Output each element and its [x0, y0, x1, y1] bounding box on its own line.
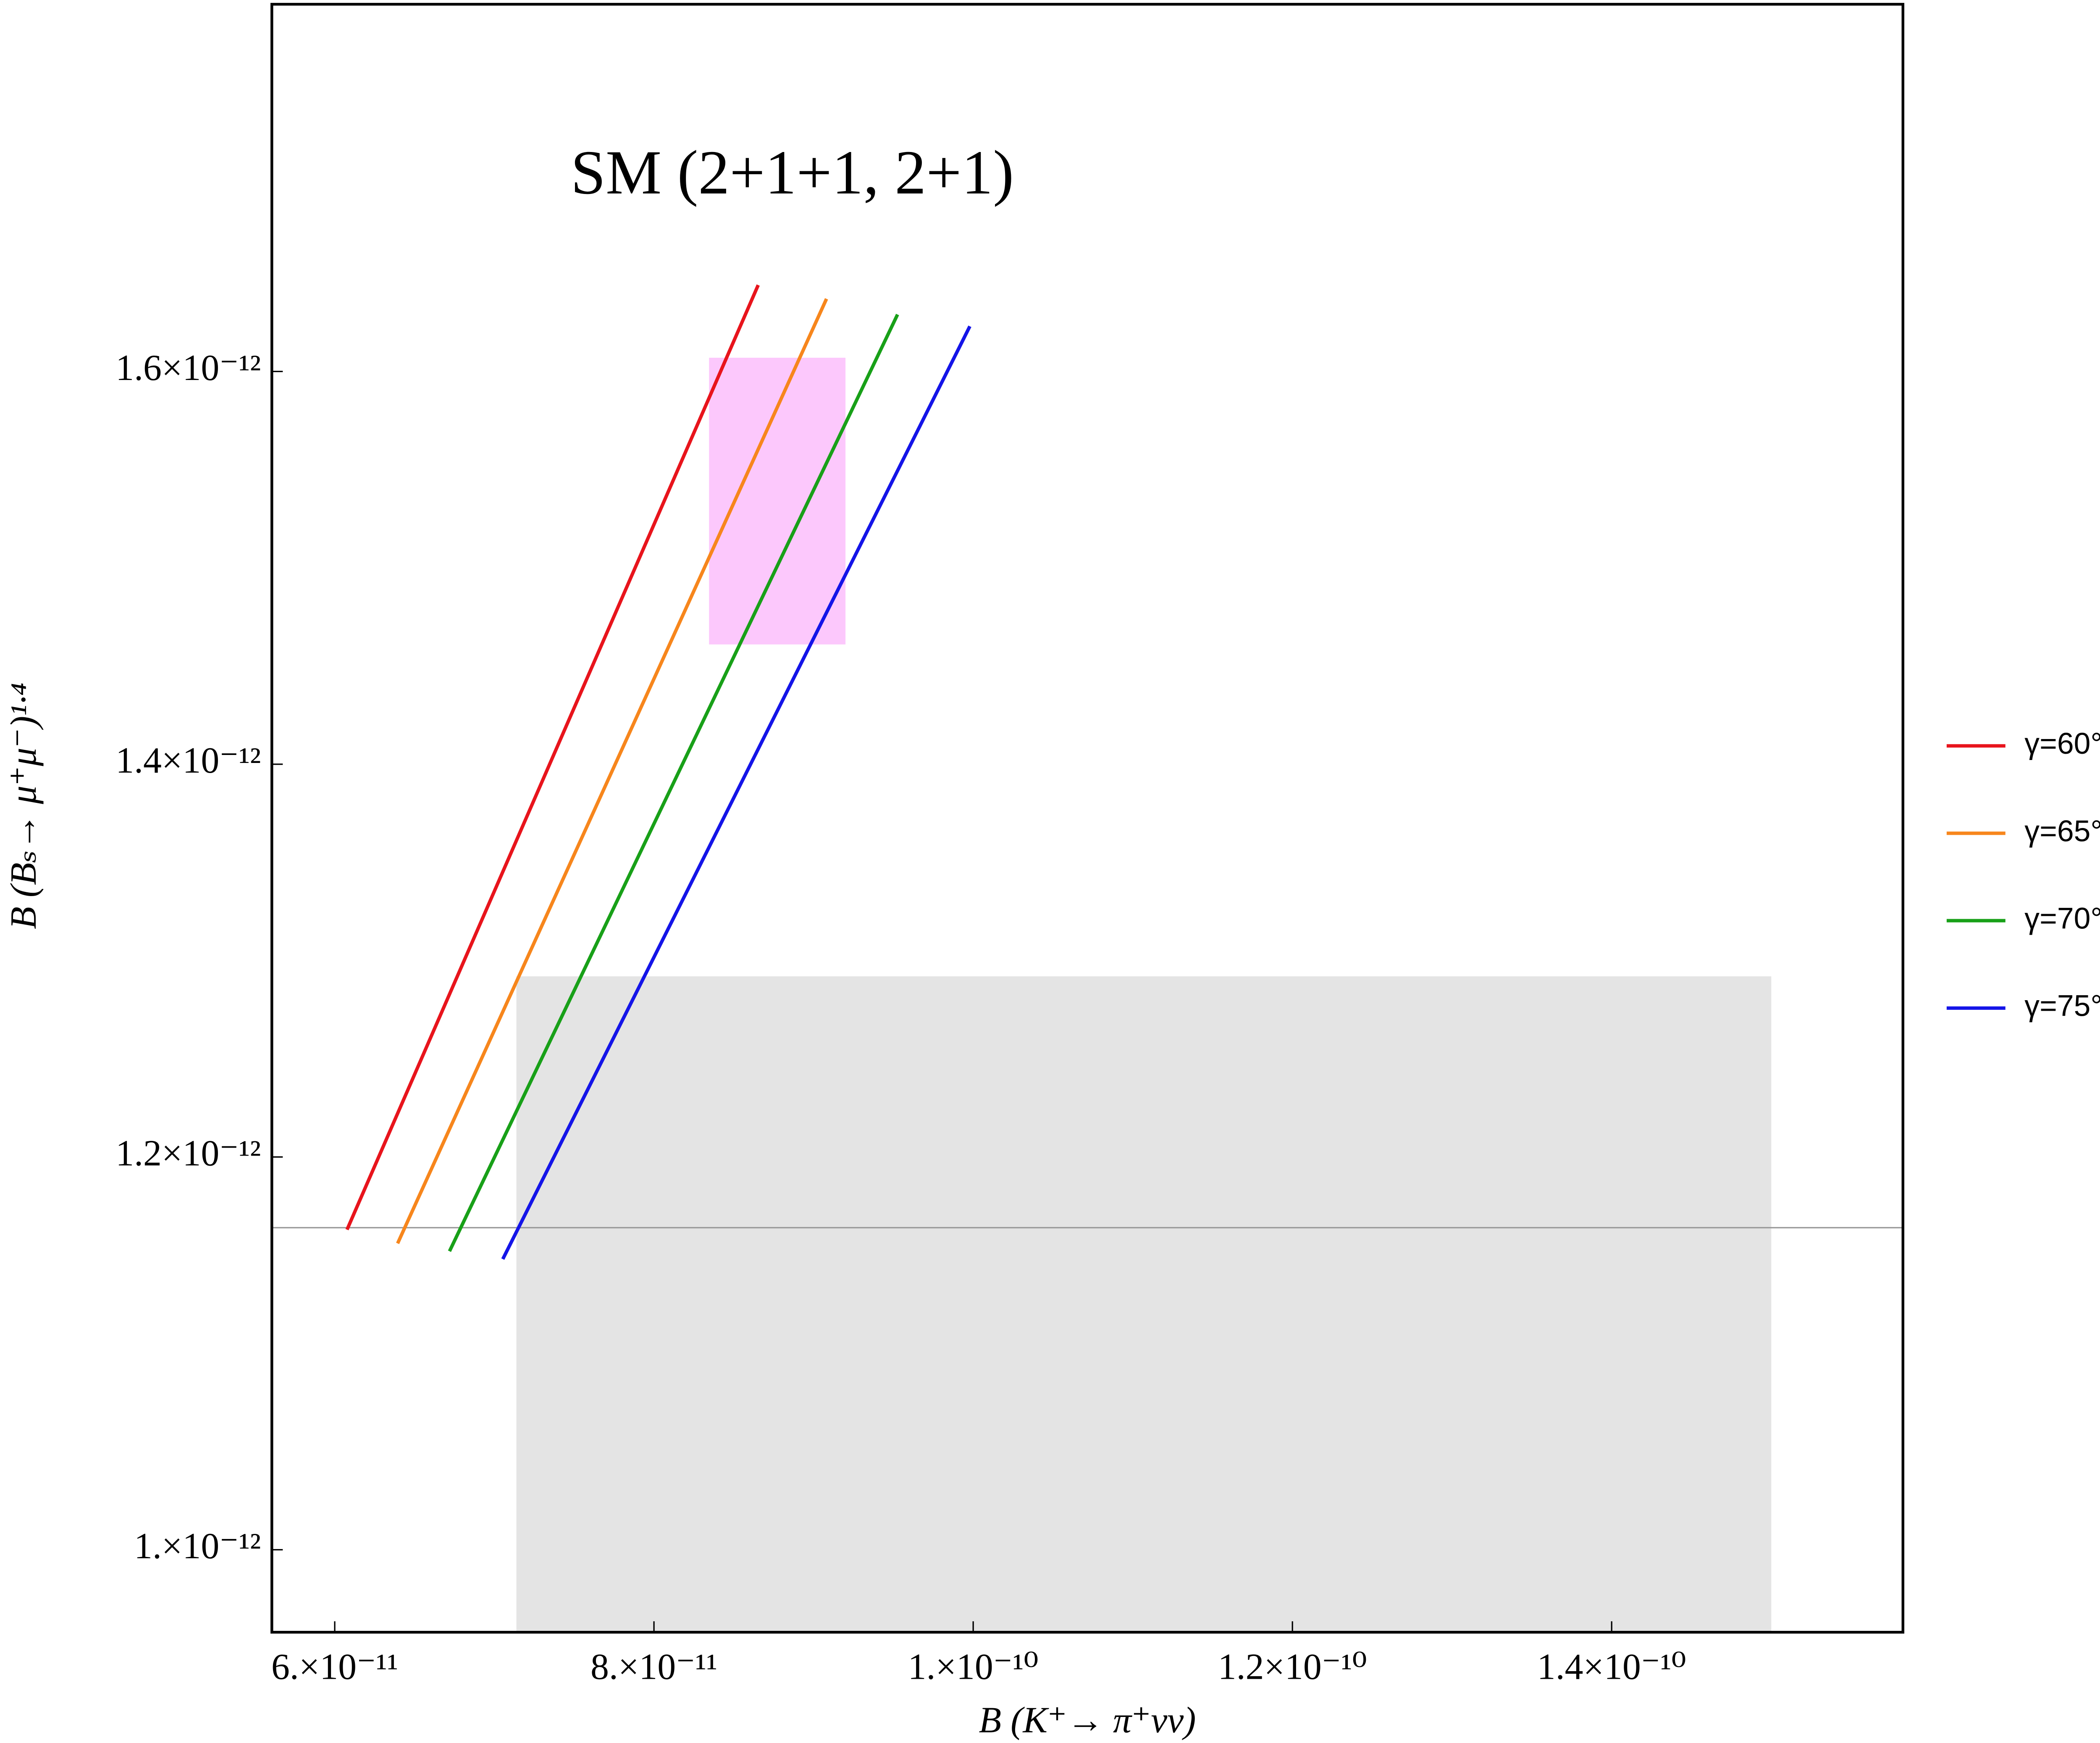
- legend-label: γ=65°: [2024, 814, 2100, 848]
- plot-frame: [270, 3, 1905, 1634]
- series-line: [396, 298, 828, 1244]
- x-tick-label: 1.2×10⁻¹⁰: [1218, 1646, 1367, 1687]
- y-tick-label: 1.×10⁻¹²: [134, 1525, 261, 1566]
- legend-label: γ=75°: [2024, 989, 2100, 1023]
- series-line: [345, 284, 760, 1231]
- region: [709, 357, 846, 645]
- region: [516, 976, 1772, 1633]
- y-tick-label: 1.6×10⁻¹²: [116, 347, 261, 388]
- series-line: [448, 314, 899, 1252]
- y-tick-label: 1.4×10⁻¹²: [116, 740, 261, 781]
- y-axis-label: B (Bₛ→ μ⁺μ⁻)¹·⁴: [3, 683, 44, 929]
- legend-label: γ=70°: [2024, 902, 2100, 935]
- x-tick-label: 8.×10⁻¹¹: [591, 1646, 717, 1687]
- chart-title: SM (2+1+1, 2+1): [571, 138, 1014, 207]
- series-line: [501, 325, 971, 1260]
- y-tick-label: 1.2×10⁻¹²: [116, 1133, 261, 1174]
- x-axis-label: B (K⁺→ π⁺νν): [979, 1699, 1196, 1740]
- x-tick-label: 1.4×10⁻¹⁰: [1537, 1646, 1686, 1687]
- x-tick-label: 1.×10⁻¹⁰: [908, 1646, 1039, 1687]
- x-tick-label: 6.×10⁻¹¹: [271, 1646, 398, 1687]
- legend-label: γ=60°: [2024, 727, 2100, 760]
